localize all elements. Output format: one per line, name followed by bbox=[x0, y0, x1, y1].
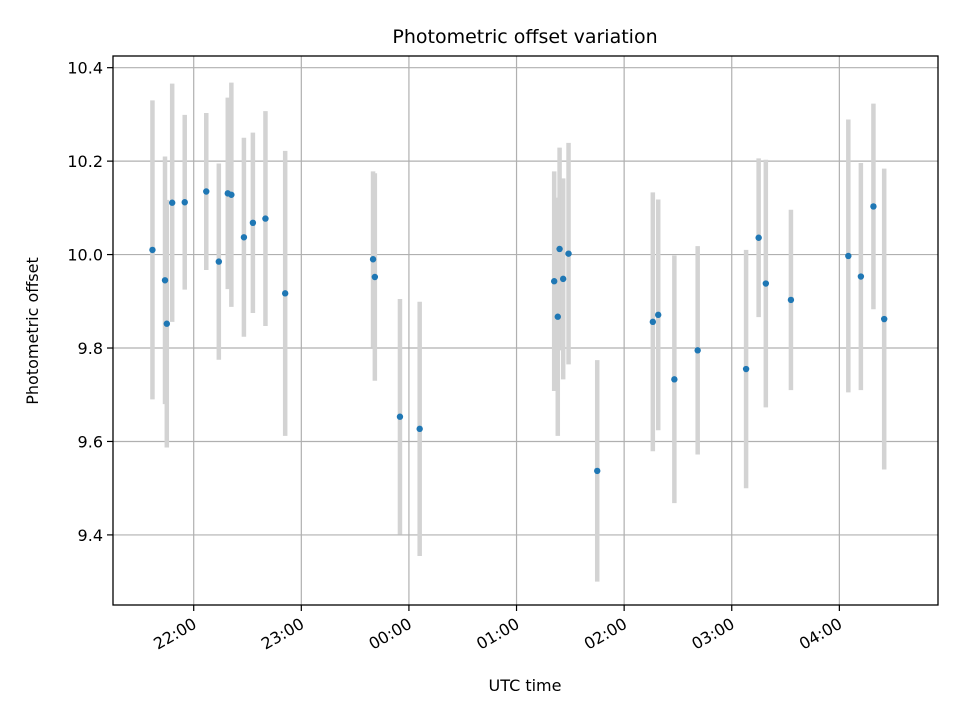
x-tick-label: 02:00 bbox=[581, 614, 630, 654]
data-point bbox=[550, 278, 558, 285]
data-point bbox=[559, 275, 567, 283]
data-point bbox=[594, 467, 601, 475]
x-tick-label: 03:00 bbox=[688, 614, 737, 654]
data-point bbox=[163, 320, 171, 327]
y-tick-label: 10.0 bbox=[67, 246, 103, 265]
data-point bbox=[262, 215, 269, 222]
x-tick-label: 01:00 bbox=[473, 614, 522, 654]
y-tick-label: 9.4 bbox=[78, 526, 103, 545]
data-point bbox=[742, 365, 750, 373]
data-point bbox=[787, 296, 795, 304]
y-tick-label: 10.4 bbox=[67, 59, 103, 78]
data-point bbox=[168, 199, 176, 206]
x-tick-label: 22:00 bbox=[150, 614, 199, 654]
data-point bbox=[556, 245, 563, 253]
data-point bbox=[649, 318, 657, 326]
chart-title: Photometric offset variation bbox=[392, 26, 657, 48]
data-point bbox=[371, 273, 379, 281]
data-point bbox=[240, 234, 248, 241]
data-point bbox=[215, 258, 223, 265]
x-axis-label: UTC time bbox=[489, 676, 562, 695]
x-tick-label: 23:00 bbox=[258, 614, 307, 654]
data-points bbox=[149, 188, 888, 475]
data-point bbox=[845, 252, 852, 260]
data-point bbox=[565, 250, 572, 257]
data-point bbox=[671, 376, 678, 383]
data-point bbox=[203, 188, 210, 195]
grid-lines bbox=[113, 56, 938, 605]
data-point bbox=[369, 256, 377, 263]
data-point bbox=[655, 311, 662, 319]
plot-frame bbox=[112, 55, 939, 606]
data-point bbox=[694, 347, 701, 354]
data-point bbox=[755, 234, 762, 241]
data-point bbox=[416, 425, 423, 433]
data-point bbox=[149, 246, 156, 254]
data-point bbox=[880, 315, 888, 323]
data-point bbox=[870, 203, 877, 210]
data-point bbox=[554, 313, 561, 320]
error-bars bbox=[150, 82, 887, 582]
y-tick-label: 10.2 bbox=[67, 152, 103, 171]
x-tick-label: 00:00 bbox=[365, 614, 414, 654]
data-point bbox=[396, 413, 404, 420]
data-point bbox=[181, 199, 188, 206]
x-tick-label: 04:00 bbox=[796, 614, 845, 654]
y-tick-label: 9.8 bbox=[78, 339, 103, 358]
data-point bbox=[857, 273, 865, 280]
data-point bbox=[228, 191, 235, 198]
data-point bbox=[249, 219, 257, 227]
data-point bbox=[762, 280, 770, 287]
y-axis-label: Photometric offset bbox=[23, 257, 42, 405]
y-tick-label: 9.6 bbox=[78, 432, 103, 451]
data-point bbox=[281, 290, 289, 297]
data-point bbox=[161, 277, 169, 284]
